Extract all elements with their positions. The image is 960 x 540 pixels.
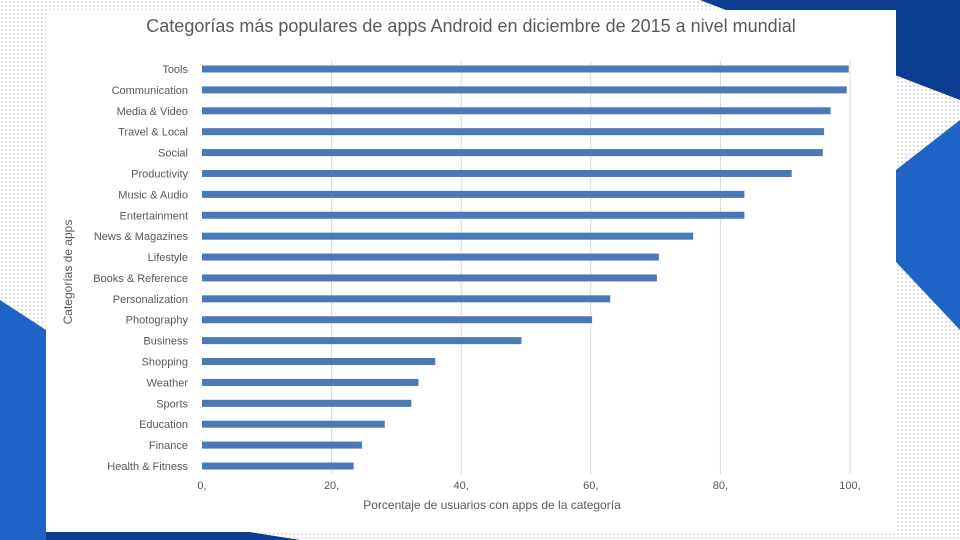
category-label: Productivity <box>131 168 188 180</box>
bar <box>202 86 847 94</box>
right-blue-shape <box>896 120 960 330</box>
bar <box>202 420 385 428</box>
category-label: Books & Reference <box>93 273 188 285</box>
bars <box>202 65 849 470</box>
category-label: Finance <box>149 440 188 452</box>
x-tick-label: 80, <box>713 480 728 492</box>
category-label: Weather <box>147 377 189 389</box>
category-label: Business <box>143 336 188 348</box>
x-tick-label: 40, <box>454 480 469 492</box>
bar <box>202 295 611 303</box>
category-label: Tools <box>162 64 188 76</box>
x-tick-labels: 0, 20, 40, 60, 80, 100, <box>197 480 860 492</box>
bar <box>202 316 593 324</box>
bar <box>202 441 363 449</box>
chart-card: Categorías más populares de apps Android… <box>46 10 896 532</box>
category-label: Media & Video <box>117 106 188 118</box>
category-label: Music & Audio <box>118 189 188 201</box>
category-labels: Tools Communication Media & Video Travel & … <box>93 64 188 473</box>
category-label: News & Magazines <box>94 231 189 243</box>
bar <box>202 107 831 115</box>
x-tick-label: 20, <box>324 480 339 492</box>
bar <box>202 337 522 345</box>
bar <box>202 128 825 136</box>
x-tick-label: 60, <box>583 480 598 492</box>
bar <box>202 378 419 386</box>
bar-chart: Tools Communication Media & Video Travel & … <box>61 61 861 512</box>
bar <box>202 232 694 240</box>
x-tick-label: 0, <box>197 480 206 492</box>
category-label: Communication <box>112 85 188 97</box>
category-label: Social <box>158 148 188 160</box>
bar <box>202 462 354 470</box>
bar <box>202 399 412 407</box>
category-label: Health & Fitness <box>107 461 188 473</box>
x-axis-title: Porcentaje de usuarios con apps de la ca… <box>363 498 621 512</box>
left-blue-shape <box>0 300 46 540</box>
category-label: Entertainment <box>120 210 188 222</box>
category-label: Lifestyle <box>148 252 188 264</box>
category-label: Travel & Local <box>118 127 188 139</box>
bar <box>202 274 657 282</box>
bar <box>202 149 823 157</box>
y-axis-title: Categorías de apps <box>61 220 75 325</box>
category-label: Personalization <box>113 294 188 306</box>
bar <box>202 169 792 177</box>
x-tick-label: 100, <box>839 480 860 492</box>
chart-title: Categorías más populares de apps Android… <box>146 16 796 36</box>
category-label: Shopping <box>142 357 189 369</box>
bar <box>202 253 659 261</box>
category-label: Sports <box>156 398 188 410</box>
category-label: Photography <box>126 315 189 327</box>
bar <box>202 190 745 198</box>
bar <box>202 358 436 366</box>
category-label: Education <box>139 419 188 431</box>
bar <box>202 65 849 73</box>
bar <box>202 211 745 219</box>
gridlines <box>331 61 851 474</box>
